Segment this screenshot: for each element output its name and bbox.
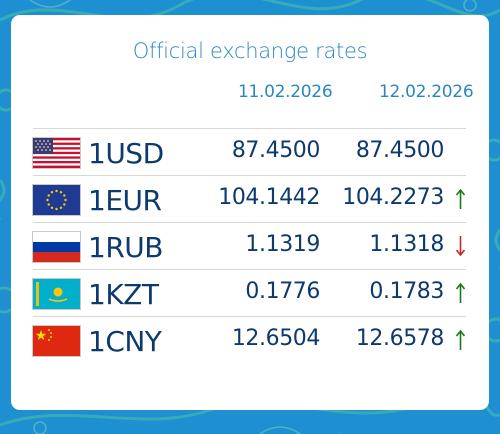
currency-code: 1USD [88,137,164,170]
date-column-1: 11.02.2026 [238,82,333,102]
rate-value-date-1: 1.1319 [245,232,320,257]
currency-code: 1KZT [88,278,159,311]
arrow-down-icon [455,236,466,257]
rate-value-date-1: 0.1776 [245,279,320,304]
arrow-up-icon [455,329,466,350]
rate-value-date-2: 87.4500 [355,138,445,163]
rate-value-date-2: 12.6578 [355,326,445,351]
kz-flag-icon [33,279,80,309]
rate-value-date-1: 87.4500 [231,138,321,163]
rate-row-cny: 1CNY 12.6504 12.6578 [33,316,466,364]
rate-row-kzt: 1KZT 0.1776 0.1783 [33,269,466,317]
rate-row-usd: 1USD 87.4500 87.4500 [33,128,466,176]
arrow-up-icon [455,282,466,303]
date-column-2: 12.02.2026 [379,82,474,102]
card-title: Official exchange rates [132,39,368,63]
rate-value-date-1: 12.6504 [231,326,321,351]
exchange-rates-card: Official exchange rates 11.02.2026 12.02… [11,15,489,410]
rate-value-date-2: 0.1783 [369,279,444,304]
us-flag-icon [33,138,80,168]
eu-flag-icon [33,185,80,215]
rate-row-rub: 1RUB 1.1319 1.1318 [33,222,466,270]
arrow-up-icon [455,188,466,209]
rate-row-eur: 1EUR 104.1442 104.2273 [33,175,466,223]
rate-value-date-2: 104.2273 [342,185,444,210]
currency-code: 1RUB [88,231,163,264]
currency-code: 1CNY [88,325,162,358]
currency-code: 1EUR [88,184,162,217]
ru-flag-icon [33,232,80,262]
rate-value-date-1: 104.1442 [218,185,320,210]
rate-value-date-2: 1.1318 [369,232,444,257]
cn-flag-icon [33,326,80,356]
